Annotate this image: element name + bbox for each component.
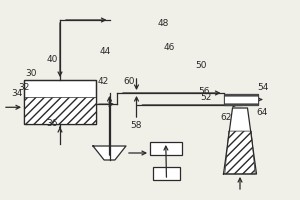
Polygon shape xyxy=(93,146,126,160)
Text: 64: 64 xyxy=(257,108,268,117)
Polygon shape xyxy=(225,131,255,174)
Text: 62: 62 xyxy=(221,112,232,121)
Bar xyxy=(24,80,96,124)
Bar xyxy=(153,167,180,180)
Text: 54: 54 xyxy=(257,83,268,92)
Text: 40: 40 xyxy=(47,54,58,64)
Text: 50: 50 xyxy=(195,62,207,71)
Bar xyxy=(224,94,258,105)
Text: 60: 60 xyxy=(123,77,135,86)
Text: 44: 44 xyxy=(99,46,111,55)
Bar xyxy=(24,80,96,124)
Text: 32: 32 xyxy=(18,83,30,92)
Polygon shape xyxy=(224,108,256,174)
Bar xyxy=(224,94,258,105)
Text: 46: 46 xyxy=(164,43,175,51)
Text: 58: 58 xyxy=(131,121,142,130)
Bar xyxy=(24,97,96,124)
Text: 52: 52 xyxy=(200,92,211,102)
Text: 42: 42 xyxy=(98,77,109,86)
Bar xyxy=(150,142,182,155)
Text: 30: 30 xyxy=(26,68,37,77)
Text: 34: 34 xyxy=(11,90,22,98)
Text: 36: 36 xyxy=(47,119,58,129)
Text: 48: 48 xyxy=(158,20,169,28)
Text: 56: 56 xyxy=(198,87,210,96)
